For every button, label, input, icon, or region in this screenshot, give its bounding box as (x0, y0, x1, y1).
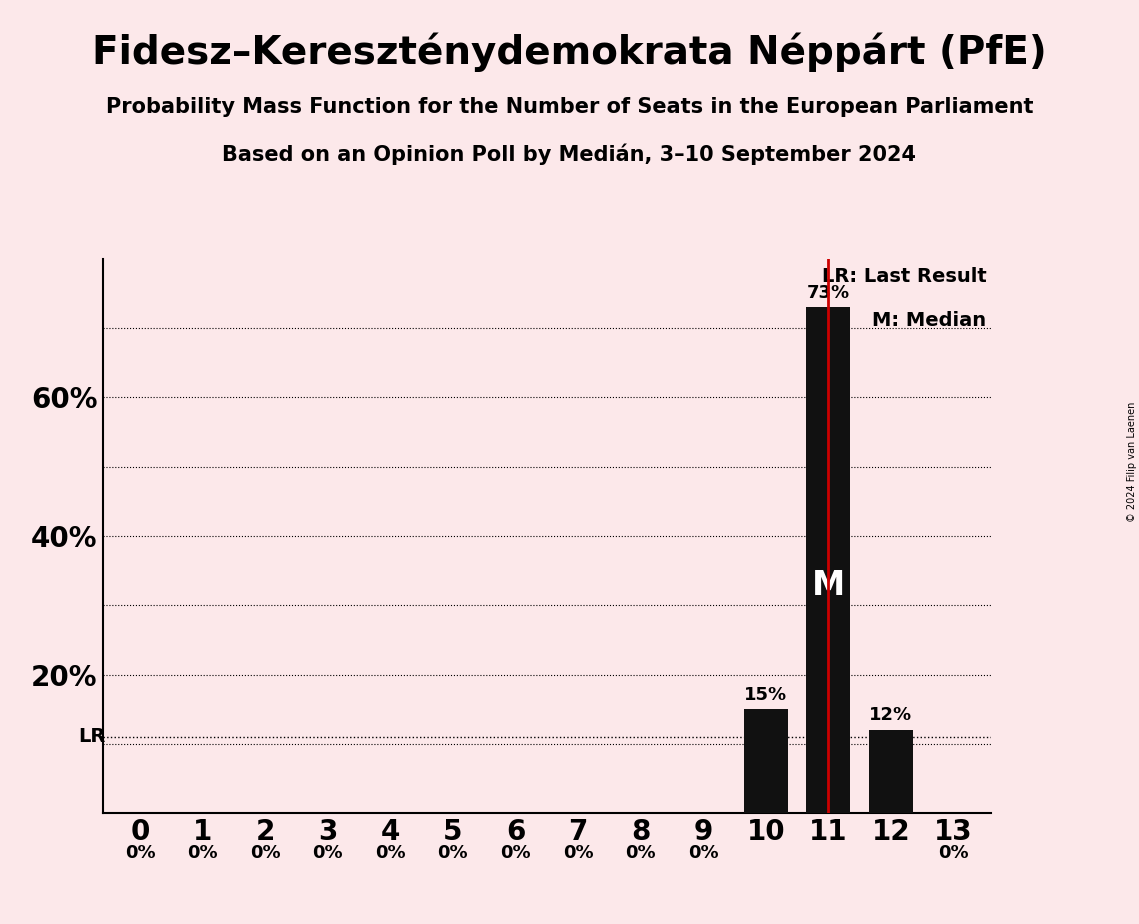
Text: 0%: 0% (939, 845, 968, 862)
Text: 0%: 0% (688, 845, 719, 862)
Text: 0%: 0% (187, 845, 218, 862)
Text: © 2024 Filip van Laenen: © 2024 Filip van Laenen (1126, 402, 1137, 522)
Text: Probability Mass Function for the Number of Seats in the European Parliament: Probability Mass Function for the Number… (106, 97, 1033, 117)
Text: 0%: 0% (249, 845, 280, 862)
Text: 0%: 0% (375, 845, 405, 862)
Bar (744, 710, 787, 813)
Text: Based on an Opinion Poll by Medián, 3–10 September 2024: Based on an Opinion Poll by Medián, 3–10… (222, 143, 917, 164)
Text: M: Median: M: Median (872, 311, 986, 331)
Text: LR: LR (79, 727, 106, 747)
Text: 0%: 0% (312, 845, 343, 862)
Text: 0%: 0% (500, 845, 531, 862)
Text: LR: Last Result: LR: Last Result (821, 267, 986, 286)
Text: 12%: 12% (869, 707, 912, 724)
Bar (806, 307, 850, 813)
Text: 0%: 0% (625, 845, 656, 862)
Text: 0%: 0% (563, 845, 593, 862)
Text: M: M (812, 569, 845, 602)
Text: Fidesz–Kereszténydemokrata Néppárt (PfE): Fidesz–Kereszténydemokrata Néppárt (PfE) (92, 32, 1047, 72)
Text: 15%: 15% (744, 686, 787, 704)
Text: 0%: 0% (437, 845, 468, 862)
Text: 0%: 0% (125, 845, 155, 862)
Text: 73%: 73% (806, 284, 850, 301)
Bar (869, 730, 912, 813)
